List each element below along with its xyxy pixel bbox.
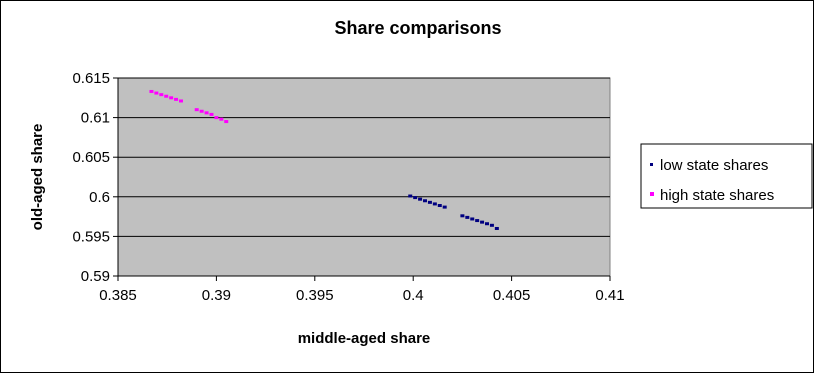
- y-tick-label: 0.6: [89, 189, 110, 206]
- axes: [113, 77, 611, 281]
- x-tick-label: 0.4: [403, 287, 424, 304]
- data-point-low-state-shares: [413, 196, 418, 200]
- data-point-low-state-shares: [437, 204, 442, 208]
- data-point-low-state-shares: [465, 215, 470, 219]
- x-axis-title: middle-aged share: [298, 330, 431, 347]
- data-point-low-state-shares: [470, 217, 475, 221]
- data-point-low-state-shares: [475, 219, 480, 223]
- data-point-high-state-shares: [169, 96, 174, 100]
- data-point-low-state-shares: [480, 220, 485, 224]
- data-point-high-state-shares: [204, 111, 209, 115]
- legend-label-high: high state shares: [660, 187, 774, 204]
- y-tick-label: 0.59: [81, 268, 110, 285]
- data-point-low-state-shares: [460, 214, 465, 218]
- data-point-high-state-shares: [209, 112, 214, 116]
- data-point-high-state-shares: [149, 89, 154, 93]
- data-point-low-state-shares: [423, 199, 428, 203]
- data-point-low-state-shares: [494, 226, 499, 230]
- data-point-high-state-shares: [164, 94, 169, 98]
- data-point-low-state-shares: [489, 223, 494, 227]
- x-tick-labels: 0.385 0.39 0.395 0.4 0.405 0.41: [99, 287, 624, 304]
- data-point-high-state-shares: [174, 97, 179, 101]
- y-tick-labels: 0.59 0.595 0.6 0.605 0.61 0.615: [72, 70, 110, 285]
- x-tick-label: 0.39: [202, 287, 231, 304]
- y-tick-label: 0.595: [72, 228, 110, 245]
- gridlines: [118, 77, 610, 237]
- y-tick-label: 0.615: [72, 70, 110, 87]
- data-point-high-state-shares: [224, 120, 229, 124]
- legend-box: [640, 143, 813, 209]
- data-point-high-state-shares: [194, 108, 199, 112]
- legend-label-low: low state shares: [660, 157, 768, 174]
- data-point-high-state-shares: [154, 91, 159, 95]
- y-tick-label: 0.605: [72, 149, 110, 166]
- data-point-low-state-shares: [408, 194, 413, 198]
- plot-area: [117, 77, 611, 277]
- data-point-high-state-shares: [219, 117, 224, 121]
- data-point-low-state-shares: [432, 202, 437, 206]
- data-point-high-state-shares: [214, 116, 219, 120]
- legend-marker-high: [650, 192, 654, 196]
- x-tick-label: 0.405: [493, 287, 531, 304]
- data-points: [149, 89, 499, 230]
- x-tick-label: 0.41: [595, 287, 624, 304]
- data-point-low-state-shares: [442, 205, 447, 209]
- y-tick-label: 0.61: [81, 110, 110, 127]
- legend: low state shares high state shares: [640, 143, 813, 209]
- legend-marker-low: [650, 163, 653, 166]
- y-axis-title: old-aged share: [29, 124, 46, 231]
- data-point-low-state-shares: [418, 197, 423, 201]
- chart-title: Share comparisons: [334, 18, 501, 38]
- data-point-low-state-shares: [485, 222, 489, 226]
- data-point-low-state-shares: [427, 200, 432, 204]
- x-tick-label: 0.395: [296, 287, 334, 304]
- data-point-high-state-shares: [178, 99, 183, 103]
- data-point-high-state-shares: [199, 109, 204, 113]
- x-tick-label: 0.385: [99, 287, 137, 304]
- data-point-high-state-shares: [159, 93, 164, 97]
